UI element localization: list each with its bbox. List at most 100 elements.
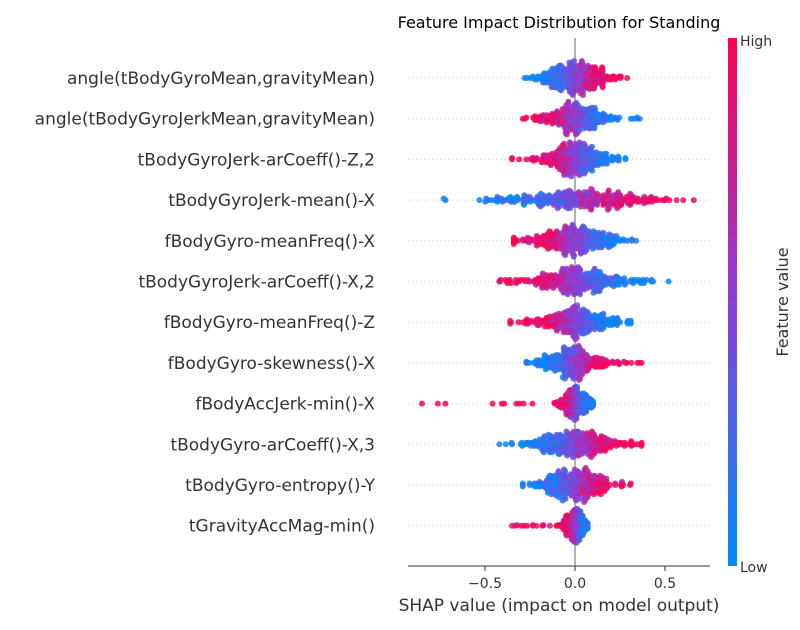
shap-point [574, 87, 581, 94]
colorbar-label: Feature value [773, 247, 792, 356]
shap-point [519, 483, 526, 490]
shap-point [574, 245, 581, 252]
shap-point [616, 361, 623, 368]
shap-point [566, 139, 573, 146]
shap-point [599, 84, 606, 91]
shap-point [619, 478, 626, 485]
shap-point [599, 283, 606, 290]
shap-point [568, 431, 574, 438]
shap-point [488, 197, 495, 204]
shap-point [618, 483, 625, 490]
shap-point [596, 326, 603, 333]
shap-point [548, 84, 555, 91]
shap-point [634, 198, 641, 205]
shap-point [533, 155, 540, 161]
shap-point [568, 492, 575, 499]
shap-point [565, 389, 572, 396]
shap-point [576, 127, 583, 134]
shap-point [622, 155, 629, 161]
shap-point [578, 58, 585, 64]
shap-point [543, 477, 550, 484]
shap-point [628, 359, 635, 366]
shap-point [539, 284, 546, 291]
shap-point [680, 197, 687, 204]
feature-label: tBodyGyro-entropy()-Y [185, 476, 375, 496]
shap-point [608, 442, 615, 449]
shap-point [536, 478, 543, 485]
shap-point [498, 400, 505, 407]
shap-point [594, 110, 601, 117]
x-tick-label: −0.5 [468, 576, 502, 592]
shap-point [581, 447, 588, 454]
shap-point [640, 280, 647, 287]
shap-point [546, 79, 552, 86]
shap-point [601, 150, 608, 157]
shap-point [569, 92, 576, 98]
shap-point [665, 278, 672, 285]
shap-point [571, 469, 578, 476]
shap-point [580, 125, 587, 132]
shap-point [565, 307, 572, 314]
shap-point [602, 447, 609, 454]
feature-label: tBodyGyroJerk-mean()-X [168, 191, 375, 211]
shap-point [541, 70, 547, 77]
x-axis-label: SHAP value (impact on model output) [399, 596, 720, 616]
shap-point [577, 120, 584, 127]
shap-point [634, 359, 641, 366]
shap-point [560, 517, 567, 524]
shap-point [523, 358, 530, 365]
shap-point [509, 522, 515, 529]
shap-point [568, 531, 575, 538]
shap-point [594, 244, 601, 251]
shap-point [551, 434, 558, 441]
shap-point [586, 395, 593, 402]
shap-point [571, 344, 577, 351]
shap-point [571, 507, 578, 514]
shap-point [593, 149, 600, 156]
shap-point [564, 329, 571, 336]
shap-point [588, 185, 595, 192]
shap-point [589, 167, 596, 174]
shap-point [520, 276, 527, 283]
shap-point [529, 400, 536, 407]
shap-point [600, 110, 607, 117]
shap-point [568, 414, 575, 421]
shap-point [592, 434, 599, 441]
shap-point [557, 245, 564, 252]
shap-point [571, 58, 578, 64]
shap-point [561, 466, 567, 473]
shap-point [558, 324, 565, 331]
shap-point [663, 195, 670, 202]
shap-point [606, 156, 613, 163]
shap-point [440, 195, 447, 202]
shap-point [533, 242, 540, 249]
shap-point [587, 283, 594, 290]
shap-point [564, 225, 571, 231]
shap-point [530, 522, 537, 529]
shap-point [612, 273, 619, 280]
shap-point [543, 119, 550, 126]
shap-point [565, 84, 572, 91]
shap-point [523, 156, 530, 163]
shap-point [638, 442, 645, 449]
shap-point [571, 291, 578, 298]
shap-point [519, 115, 526, 122]
shap-point [554, 205, 561, 212]
shap-point [520, 197, 527, 204]
shap-point [563, 428, 570, 435]
feature-label: angle(tBodyGyroJerkMean,gravityMean) [35, 110, 375, 130]
shap-point [561, 172, 568, 178]
shap-point [542, 242, 549, 249]
shap-point [617, 319, 624, 326]
shap-point [510, 241, 517, 247]
shap-point [548, 491, 555, 498]
shap-point [567, 124, 574, 131]
shap-point [620, 358, 627, 365]
feature-label: tBodyGyro-arCoeff()-X,3 [170, 435, 375, 455]
shap-point [580, 92, 587, 98]
shap-point [573, 497, 580, 504]
shap-point [599, 119, 606, 126]
shap-point [606, 231, 613, 238]
shap-point [612, 480, 619, 487]
shap-point [623, 441, 630, 448]
